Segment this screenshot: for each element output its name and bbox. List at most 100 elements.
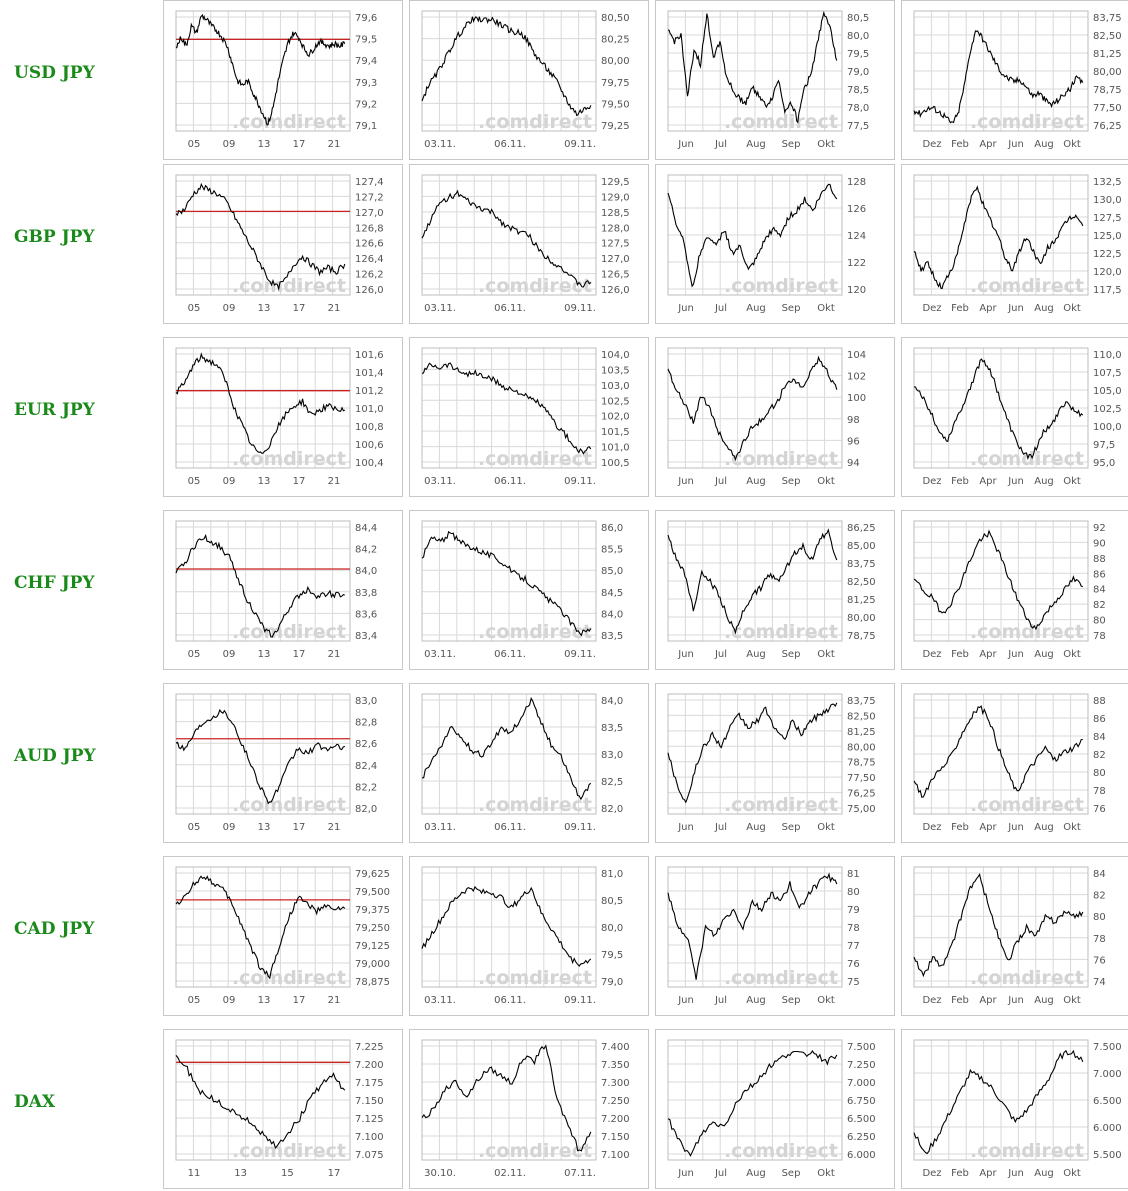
- y-tick-label: 7.500: [1093, 1042, 1122, 1053]
- plot-border: [421, 347, 597, 469]
- chart-svg: 110,0 107,5 105,0 102,5 100,0 97,5 95,0 .comdir…: [913, 347, 1122, 487]
- y-tick-label: 83,5: [601, 631, 623, 642]
- x-tick-label: Jun: [677, 303, 694, 314]
- x-tick-label: 09.11.: [564, 649, 596, 660]
- x-tick-label: Aug: [746, 1168, 766, 1179]
- y-tick-label: 101,0: [355, 404, 384, 415]
- x-tick-label: Aug: [746, 822, 766, 833]
- y-tick-label: 126,0: [601, 285, 630, 296]
- x-tick-label: 15: [281, 1168, 294, 1179]
- row-label: AUD JPY: [14, 746, 96, 766]
- y-tick-label: 83,75: [1093, 13, 1122, 24]
- x-tick-label: Jun: [677, 822, 694, 833]
- y-tick-label: 100,6: [355, 440, 384, 451]
- y-tick-label: 120: [847, 285, 866, 296]
- x-tick-label: Okt: [817, 1168, 835, 1179]
- x-tick-label: Aug: [746, 303, 766, 314]
- x-tick-label: Okt: [817, 139, 835, 150]
- y-tick-label: 127,5: [1093, 213, 1122, 224]
- y-tick-label: 77: [847, 941, 860, 952]
- plot-border: [913, 520, 1089, 642]
- watermark: .comdirect: [970, 621, 1084, 643]
- x-tick-label: 03.11.: [424, 822, 456, 833]
- y-tick-label: 126: [847, 204, 866, 215]
- y-tick-label: 125,0: [1093, 231, 1122, 242]
- x-tick-label: Apr: [979, 995, 997, 1006]
- y-tick-label: 83,75: [847, 559, 876, 570]
- y-tick-label: 105,0: [1093, 386, 1122, 397]
- plot-border: [421, 10, 597, 132]
- y-tick-label: 7.125: [355, 1114, 384, 1125]
- plot-border: [175, 693, 351, 815]
- plot-border: [667, 347, 843, 469]
- chart-panel: 79,625 79,500 79,375 79,250 79,125 79,000 78,8…: [163, 856, 403, 1016]
- x-tick-label: Aug: [1034, 476, 1054, 487]
- watermark: .comdirect: [478, 448, 592, 470]
- y-tick-label: 77,50: [1093, 103, 1122, 114]
- y-tick-label: 84,0: [601, 609, 623, 620]
- row-label: USD JPY: [14, 63, 95, 83]
- x-tick-label: 09: [223, 476, 236, 487]
- y-tick-label: 75: [847, 977, 860, 988]
- price-series-line: [421, 697, 592, 801]
- y-tick-label: 80,00: [847, 613, 876, 624]
- x-tick-label: 02.11.: [494, 1168, 526, 1179]
- price-series-line: [175, 182, 346, 291]
- y-tick-label: 82,50: [847, 577, 876, 588]
- y-tick-label: 80,00: [1093, 67, 1122, 78]
- y-tick-label: 90: [1093, 538, 1106, 549]
- x-tick-label: Jun: [1007, 139, 1024, 150]
- price-series-line: [667, 1050, 838, 1157]
- y-tick-label: 7.500: [847, 1042, 876, 1053]
- row-label: DAX: [14, 1092, 56, 1112]
- y-tick-label: 94: [847, 458, 860, 469]
- plot-border: [421, 693, 597, 815]
- x-tick-label: Sep: [782, 1168, 801, 1179]
- row-label: GBP JPY: [14, 227, 95, 247]
- plot-border: [421, 1039, 597, 1161]
- row-label: CAD JPY: [14, 919, 95, 939]
- y-tick-label: 6.000: [847, 1150, 876, 1161]
- chart-svg: 104 102 100 98 96 94 .comdirect Jun Jul Aug Sep Okt: [667, 347, 866, 487]
- y-tick-label: 7.400: [601, 1042, 630, 1053]
- chart-svg: 86,0 85,5 85,0 84,5 84,0 83,5 .comdirect 03.11.…: [421, 520, 623, 660]
- y-tick-label: 80: [1093, 768, 1106, 779]
- y-tick-label: 7.000: [847, 1078, 876, 1089]
- x-tick-label: 17: [293, 649, 306, 660]
- chart-svg: 132,5 130,0 127,5 125,0 122,5 120,0 117,5 .comd…: [913, 174, 1122, 314]
- x-tick-label: Jul: [714, 1168, 727, 1179]
- y-tick-label: 79,5: [355, 35, 377, 46]
- x-tick-label: Okt: [1063, 303, 1081, 314]
- price-series-line: [175, 13, 346, 126]
- y-tick-label: 117,5: [1093, 285, 1122, 296]
- y-tick-label: 83,0: [601, 750, 623, 761]
- x-tick-label: Dez: [922, 822, 941, 833]
- x-tick-label: Feb: [951, 476, 969, 487]
- chart-svg: 92 90 88 86 84 82 80 78 .comdirect Dez Feb Apr Jun Au…: [913, 520, 1106, 660]
- y-tick-label: 130,0: [1093, 195, 1122, 206]
- y-tick-label: 82,50: [847, 711, 876, 722]
- x-tick-label: 13: [258, 995, 271, 1006]
- plot-border: [667, 174, 843, 296]
- chart-panel: 83,75 82,50 81,25 80,00 78,75 77,50 76,25 75,00…: [655, 683, 895, 843]
- y-tick-label: 103,5: [601, 365, 630, 376]
- chart-panel: 84,0 83,5 83,0 82,5 82,0 .comdirect 03.11. 06.1…: [409, 683, 649, 843]
- x-tick-label: 21: [328, 995, 341, 1006]
- chart-panel: 7.400 7.350 7.300 7.250 7.200 7.150 7.100 .comd…: [409, 1029, 649, 1189]
- y-tick-label: 81: [847, 869, 860, 880]
- watermark: .comdirect: [724, 621, 838, 643]
- chart-svg: 81 80 79 78 77 76 75 .comdirect Jun Jul Aug Sep Okt: [667, 866, 860, 1006]
- y-tick-label: 80,00: [847, 742, 876, 753]
- x-tick-label: 05: [188, 476, 201, 487]
- x-tick-label: Okt: [1063, 139, 1081, 150]
- y-tick-label: 77,50: [847, 773, 876, 784]
- y-tick-label: 78: [1093, 934, 1106, 945]
- watermark: .comdirect: [478, 111, 592, 133]
- watermark: .comdirect: [232, 448, 346, 470]
- row-label: CHF JPY: [14, 573, 95, 593]
- y-tick-label: 126,8: [355, 223, 384, 234]
- y-tick-label: 81,0: [601, 869, 623, 880]
- chart-panel: 84,4 84,2 84,0 83,8 83,6 83,4 .comdirect 05 09 13…: [163, 510, 403, 670]
- y-tick-label: 86,0: [601, 523, 623, 534]
- plot-border: [913, 693, 1089, 815]
